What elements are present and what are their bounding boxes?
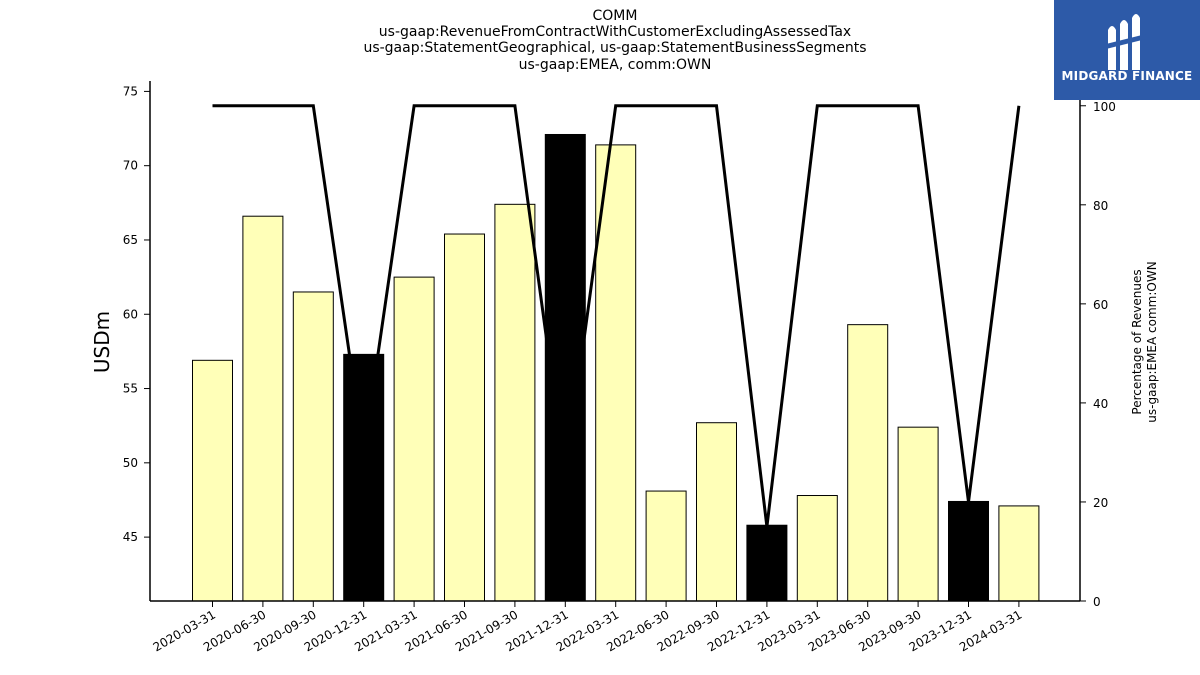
title-line-1: COMM bbox=[593, 8, 638, 24]
y-tick-label-left-50: 50 bbox=[123, 456, 138, 470]
y-tick-label-left-65: 65 bbox=[123, 233, 138, 247]
bar-2020-09-30 bbox=[292, 291, 334, 602]
y-axis-label-right-line-1: Percentage of Revenues bbox=[1130, 269, 1144, 414]
bar-2021-06-30 bbox=[444, 233, 485, 602]
bar-2021-12-31 bbox=[544, 133, 586, 602]
title-line-2: us-gaap:RevenueFromContractWithCustomerE… bbox=[379, 24, 851, 40]
y-tick-label-left-60: 60 bbox=[123, 307, 138, 321]
bar-2023-03-31 bbox=[796, 495, 838, 602]
y-tick-label-right-40: 40 bbox=[1093, 397, 1108, 411]
y-tick-label-right-0: 0 bbox=[1093, 595, 1101, 609]
bar-2021-03-31 bbox=[393, 276, 435, 602]
bar-2024-03-31 bbox=[998, 505, 1040, 602]
bar-2020-06-30 bbox=[242, 215, 284, 602]
bar-2022-09-30 bbox=[696, 422, 737, 602]
y-tick-label-left-45: 45 bbox=[123, 530, 138, 544]
brand-logo: MIDGARD FINANCE bbox=[1054, 0, 1200, 100]
y-axis-label-right-line-2: us-gaap:EMEA comm:OWN bbox=[1145, 261, 1159, 422]
bar-2023-06-30 bbox=[847, 324, 889, 602]
bar-2021-09-30 bbox=[494, 203, 536, 602]
y-tick-label-right-60: 60 bbox=[1093, 298, 1108, 312]
chart-title: COMM us-gaap:RevenueFromContractWithCust… bbox=[363, 8, 866, 73]
y-tick-label-right-20: 20 bbox=[1093, 496, 1108, 510]
logo-mark-icon bbox=[1106, 14, 1146, 70]
bar-2022-03-31 bbox=[595, 144, 637, 602]
bar-2022-06-30 bbox=[645, 490, 687, 602]
title-line-3: us-gaap:StatementGeographical, us-gaap:S… bbox=[363, 40, 866, 56]
y-tick-label-left-55: 55 bbox=[123, 382, 138, 396]
bar-2020-12-31 bbox=[343, 353, 385, 602]
bar-2022-12-31 bbox=[746, 524, 788, 602]
logo-text: MIDGARD FINANCE bbox=[1061, 69, 1193, 83]
title-line-4: us-gaap:EMEA, comm:OWN bbox=[519, 57, 712, 73]
y-tick-label-right-100: 100 bbox=[1093, 100, 1116, 114]
bar-2023-09-30 bbox=[897, 426, 939, 602]
y-tick-label-left-70: 70 bbox=[123, 159, 138, 173]
bar-2020-03-31 bbox=[192, 359, 233, 602]
y-axis-label-left: USDm bbox=[90, 311, 114, 373]
bars bbox=[192, 133, 1040, 602]
bar-2023-12-31 bbox=[948, 500, 989, 602]
y-tick-label-left-75: 75 bbox=[123, 84, 138, 98]
y-tick-label-right-80: 80 bbox=[1093, 199, 1108, 213]
percentage-line bbox=[212, 104, 1021, 527]
